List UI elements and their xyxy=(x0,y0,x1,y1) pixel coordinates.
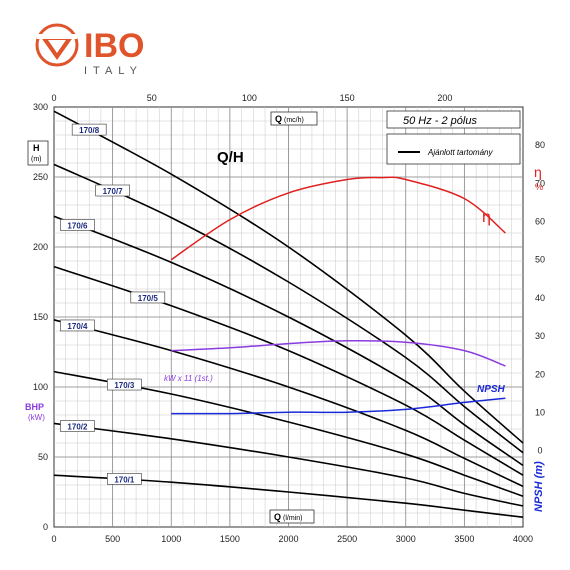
x-bottom-tick-label: 1000 xyxy=(161,534,181,544)
curve-npsh xyxy=(171,397,506,415)
x-bottom-tick-label: 1500 xyxy=(220,534,240,544)
pump-label-box xyxy=(95,184,130,197)
y-left-tick-label: 150 xyxy=(33,312,48,322)
q-top-label: Q xyxy=(275,114,282,124)
pump-label-box xyxy=(60,420,95,432)
h-unit: (m) xyxy=(31,156,42,163)
x-bottom-tick-label: 2000 xyxy=(278,534,298,544)
pump-label: 170/6 xyxy=(60,219,95,231)
eta-curve-label: η xyxy=(482,209,491,226)
curve-170-3 xyxy=(53,370,524,497)
pump-label: 170/8 xyxy=(71,123,107,136)
eta-axis-label: η xyxy=(534,164,542,180)
pump-label: 170/5 xyxy=(130,291,166,304)
curve-170-7 xyxy=(53,163,524,454)
y-left-tick-label: 100 xyxy=(33,382,48,392)
pump-label-text: 170/1 xyxy=(114,475,135,484)
pump-label-box xyxy=(107,378,142,391)
pump-label-text: 170/4 xyxy=(67,322,88,331)
y-right-tick-label: 80 xyxy=(535,140,545,150)
y-right-tick-label: 20 xyxy=(535,369,545,379)
brand-sub: ITALY xyxy=(84,65,143,77)
x-top-tick-label: 150 xyxy=(340,93,355,103)
curve-170-6 xyxy=(53,215,524,467)
eta-axis-unit: % xyxy=(535,182,543,192)
y-left-tick-label: 50 xyxy=(38,452,48,462)
y-right-tick-label: 10 xyxy=(535,407,545,417)
x-top-tick-label: 0 xyxy=(51,93,56,103)
y-right-tick-label: 70 xyxy=(535,178,545,188)
pump-label-text: 170/5 xyxy=(138,294,159,303)
pump-label-text: 170/8 xyxy=(79,126,100,135)
pump-label-box xyxy=(130,291,166,304)
y-right-tick-label: 40 xyxy=(535,293,545,303)
y-left-tick-label: 0 xyxy=(43,522,48,532)
legend-entry: Ajánlott tartomány xyxy=(427,148,493,157)
pump-label-text: 170/2 xyxy=(67,422,88,431)
pump-label: 170/4 xyxy=(60,319,95,332)
x-bottom-tick-label: 500 xyxy=(105,534,120,544)
y-right-tick-label: 0 xyxy=(537,446,542,456)
bhp-label: BHP xyxy=(25,402,44,412)
brand-logo: IBO ITALY xyxy=(35,23,144,77)
pump-label-text: 170/6 xyxy=(67,221,88,230)
curve-170-8 xyxy=(53,110,524,444)
x-bottom-tick-label: 4000 xyxy=(513,534,533,544)
curve- xyxy=(170,176,506,261)
y-left-tick-label: 300 xyxy=(33,102,48,112)
curve-170-1 xyxy=(53,474,524,518)
x-bottom-tick-label: 3500 xyxy=(454,534,474,544)
x-bottom-tick-label: 3000 xyxy=(396,534,416,544)
pump-label: 170/1 xyxy=(107,473,142,485)
curve-170-2 xyxy=(53,422,524,507)
curves xyxy=(53,110,524,518)
h-label-box: H (m) xyxy=(27,140,49,166)
frequency-label: 50 Hz - 2 pólus xyxy=(403,115,477,127)
x-top-tick-label: 200 xyxy=(437,93,452,103)
pump-label-box xyxy=(107,473,142,485)
frequency-box: 50 Hz - 2 pólus xyxy=(386,110,521,129)
pump-label-box xyxy=(60,319,95,332)
pump-label-box xyxy=(71,123,107,136)
q-bottom-label: Q xyxy=(274,512,281,522)
pump-label-box xyxy=(60,219,95,231)
q-bottom-unit: (l/min) xyxy=(283,515,302,522)
logo-emblem-icon xyxy=(35,23,79,67)
y-right-tick-label: 30 xyxy=(535,331,545,341)
chart-title: Q/H xyxy=(217,149,244,166)
bhp-unit: (kW) xyxy=(28,413,45,422)
q-top-label-box: Q (mc/h) xyxy=(270,111,318,126)
brand-name: IBO xyxy=(84,27,144,65)
x-bottom-tick-label: 0 xyxy=(51,534,56,544)
x-top-tick-label: 50 xyxy=(147,93,157,103)
q-bottom-label-box: Q (l/min) xyxy=(269,509,315,524)
h-label: H xyxy=(33,143,40,153)
y-right-tick-label: 60 xyxy=(535,217,545,227)
q-top-unit: (mc/h) xyxy=(284,117,304,124)
x-top-tick-label: 100 xyxy=(242,93,257,103)
pump-label: 170/7 xyxy=(95,184,130,197)
npsh-axis-label: NPSH (m) xyxy=(533,461,545,512)
y-left-tick-label: 200 xyxy=(33,242,48,252)
pump-label: 170/3 xyxy=(107,378,142,391)
y-left-tick-label: 250 xyxy=(33,172,48,182)
pump-label: 170/2 xyxy=(60,420,95,432)
curve-labels: 170/8 170/7 170/6 170/5 170/4 170/3 170/2 170/1 xyxy=(60,123,166,485)
y-right-tick-label: 50 xyxy=(535,255,545,265)
npsh-curve-label: NPSH xyxy=(477,384,506,395)
pump-label-text: 170/7 xyxy=(103,187,124,196)
curve-170-4 xyxy=(53,319,524,488)
pump-label-text: 170/3 xyxy=(114,381,135,390)
curve-kw-x-11-1st xyxy=(171,339,506,367)
legend: Ajánlott tartomány xyxy=(386,133,521,165)
kw-curve-label: kW x 11 (1st.) xyxy=(164,374,213,383)
x-bottom-tick-label: 2500 xyxy=(337,534,357,544)
